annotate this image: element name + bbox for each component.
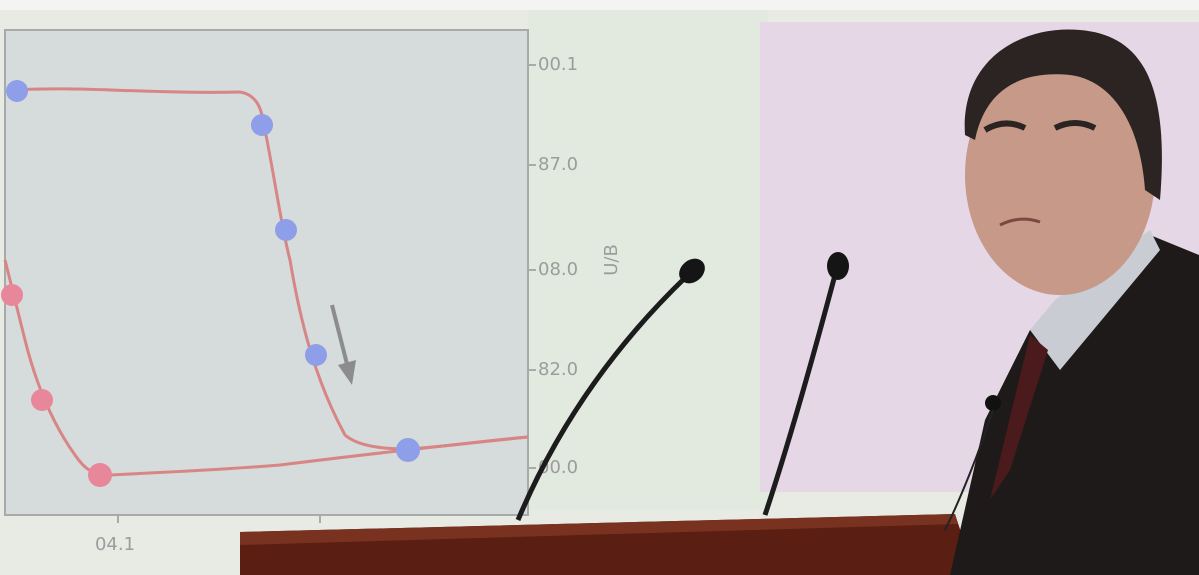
right-axis-tick-label: 00.1 [538,54,578,75]
dot [305,344,327,366]
dot [6,80,28,102]
bottom-tick-label: 04.1 [95,534,135,555]
dot [31,389,53,411]
right-axis-tick-label: 82.0 [538,359,578,380]
dot [88,463,112,487]
dot [275,219,297,241]
lapel-mic [985,395,1001,411]
dot [1,284,23,306]
mic-head [827,252,849,280]
right-axis-tick-label: 87.0 [538,154,578,175]
photo: 00.187.008.082.000.0 U/B 04.1 [0,0,1199,575]
dot [251,114,273,136]
right-axis-tick-label: 08.0 [538,259,578,280]
dot [396,438,420,462]
top-border [0,0,1199,10]
axis-title: U/B [601,244,622,276]
page: 00.187.008.082.000.0 U/B 04.1 (() => { c… [0,0,1199,575]
projected-plot-area [5,30,528,515]
